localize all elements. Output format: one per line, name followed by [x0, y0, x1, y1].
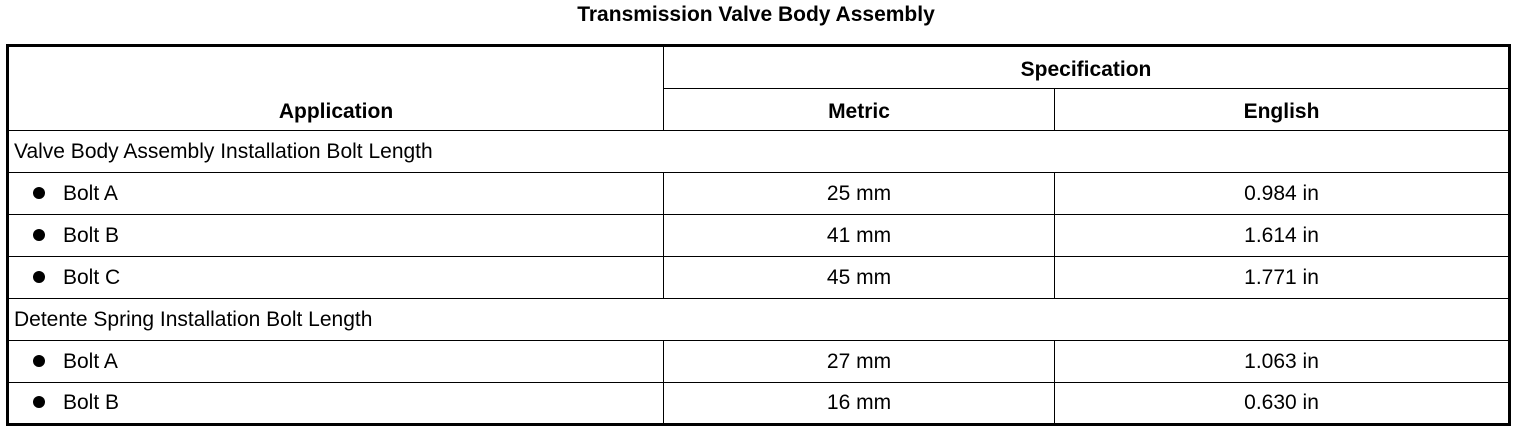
- header-metric: Metric: [663, 88, 1055, 131]
- bullet: [33, 396, 45, 408]
- title: Transmission Valve Body Assembly: [577, 3, 935, 26]
- item-cell: Bolt B: [7, 382, 664, 425]
- english-value: 0.630 in: [1053, 382, 1511, 425]
- bullet: [33, 354, 45, 367]
- item-row: Bolt A 27 mm 1.063 in: [7, 340, 1511, 383]
- english-value: 1.771 in: [1053, 256, 1511, 299]
- item-cell: Bolt A: [7, 340, 664, 383]
- english-value: 1.063 in: [1053, 340, 1511, 383]
- metric-value: 45 mm: [663, 256, 1055, 299]
- item-row: Bolt C 45 mm 1.771 in: [7, 256, 1511, 299]
- header-specification: Specification: [662, 45, 1511, 89]
- header-application: Application: [7, 45, 664, 131]
- section-title: Valve Body Assembly Installation Bolt Le…: [6, 130, 1511, 173]
- section-title: Detente Spring Installation Bolt Length: [6, 298, 1511, 341]
- bullet: [33, 270, 45, 283]
- metric-value: 41 mm: [663, 214, 1055, 257]
- english-value: 0.984 in: [1053, 172, 1511, 215]
- section-row: Detente Spring Installation Bolt Length: [6, 298, 1511, 341]
- item-row: Bolt A 25 mm 0.984 in: [7, 172, 1511, 215]
- item-name: Bolt C: [63, 265, 121, 289]
- metric-value: 27 mm: [663, 340, 1055, 383]
- header-english: English: [1053, 88, 1511, 131]
- item-cell: Bolt C: [7, 256, 664, 299]
- spec-table: Application Specification Metric English…: [6, 44, 1512, 426]
- section-row: Valve Body Assembly Installation Bolt Le…: [6, 130, 1511, 173]
- bullet: [33, 186, 45, 199]
- metric-value: 16 mm: [663, 382, 1055, 425]
- bullet: [33, 228, 45, 241]
- item-name: Bolt B: [63, 223, 120, 247]
- metric-value: 25 mm: [663, 172, 1055, 215]
- item-cell: Bolt A: [7, 172, 664, 215]
- english-value: 1.614 in: [1053, 214, 1511, 257]
- item-name: Bolt B: [63, 391, 120, 414]
- table-body: Valve Body Assembly Installation Bolt Le…: [6, 130, 1511, 425]
- item-name: Bolt A: [63, 349, 118, 373]
- item-cell: Bolt B: [7, 214, 664, 257]
- item-name: Bolt A: [63, 181, 118, 205]
- item-row: Bolt B 41 mm 1.614 in: [7, 214, 1511, 257]
- item-row: Bolt B 16 mm 0.630 in: [7, 382, 1511, 425]
